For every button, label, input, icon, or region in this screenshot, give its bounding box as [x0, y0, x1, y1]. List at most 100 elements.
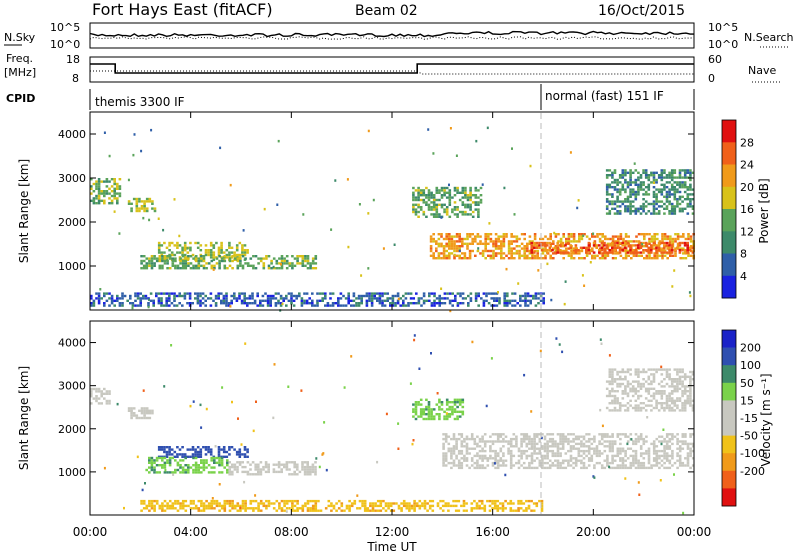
- velocity-cell: [202, 466, 206, 469]
- velocity-cell: [606, 459, 609, 462]
- velocity-cell: [306, 465, 309, 469]
- power-cell: [448, 194, 452, 197]
- velocity-cell: [176, 499, 180, 503]
- power-cell: [618, 212, 622, 215]
- power-cell: [556, 244, 559, 247]
- power-cell: [394, 304, 397, 307]
- scatter-point: [285, 510, 288, 513]
- scatter-point: [539, 349, 542, 353]
- velocity-cell: [438, 398, 441, 401]
- scatter-point: [599, 338, 602, 341]
- velocity-cell: [634, 370, 638, 374]
- power-cell: [671, 240, 675, 243]
- power-cell: [181, 251, 184, 254]
- power-cell: [184, 264, 188, 267]
- velocity-cell: [130, 416, 133, 420]
- power-cell: [676, 181, 679, 184]
- power-cell: [153, 262, 156, 265]
- power-cell: [634, 249, 637, 252]
- power-cell: [614, 252, 617, 255]
- velocity-cell: [619, 459, 622, 462]
- power-cell: [189, 246, 192, 249]
- velocity-cell: [650, 404, 653, 407]
- power-cell: [440, 203, 444, 206]
- power-cell: [598, 240, 602, 243]
- velocity-cell: [681, 406, 684, 410]
- power-cell: [422, 201, 426, 204]
- power-cell: [329, 297, 332, 300]
- power-cell: [428, 299, 431, 302]
- power-cell: [175, 304, 179, 307]
- power-cell: [647, 178, 651, 182]
- velocity-cell: [551, 452, 555, 455]
- power-cell: [668, 246, 671, 249]
- velocity-cell: [676, 466, 679, 470]
- velocity-cell: [481, 449, 484, 453]
- velocity-cell: [569, 459, 573, 462]
- velocity-cell: [613, 390, 617, 393]
- n-sky-tick-bottom: 10^0: [50, 38, 80, 51]
- power-cell: [391, 297, 395, 300]
- power-cell: [618, 176, 622, 179]
- power-cell: [207, 251, 210, 254]
- n-search-trace: [89, 36, 695, 40]
- power-cell: [605, 169, 609, 172]
- power-cell: [474, 189, 478, 192]
- power-cell: [609, 237, 612, 241]
- power-cell: [587, 246, 591, 249]
- velocity-cell: [181, 499, 185, 503]
- velocity-cell: [525, 499, 528, 503]
- power-cell: [471, 240, 474, 243]
- power-cell: [158, 257, 162, 260]
- velocity-cell: [624, 464, 627, 467]
- colorbar-swatch: [722, 365, 736, 384]
- velocity-cell: [456, 415, 459, 418]
- velocity-cell: [608, 375, 612, 378]
- colorbar-swatch: [722, 186, 736, 210]
- power-cell: [648, 233, 651, 236]
- power-cell: [163, 251, 166, 254]
- scatter-point: [436, 392, 439, 395]
- power-cell: [451, 292, 454, 295]
- power-cell: [670, 202, 674, 206]
- velocity-cell: [272, 470, 276, 474]
- velocity-cell: [226, 461, 229, 464]
- power-cell: [598, 244, 601, 247]
- velocity-cell: [629, 454, 633, 458]
- power-cell: [427, 189, 431, 192]
- scatter-point: [162, 228, 165, 232]
- power-cell: [691, 188, 695, 191]
- velocity-cell: [174, 499, 177, 503]
- scatter-point: [430, 352, 432, 355]
- velocity-cell: [153, 466, 156, 469]
- velocity-cell: [676, 399, 679, 402]
- power-cell: [489, 233, 493, 236]
- power-cell: [469, 206, 472, 209]
- velocity-cell: [691, 406, 695, 410]
- power-cell: [683, 198, 687, 201]
- velocity-cell: [220, 471, 224, 474]
- power-cell: [168, 294, 171, 298]
- velocity-cell: [222, 448, 226, 451]
- power-cell: [624, 207, 627, 210]
- power-cell: [243, 292, 246, 295]
- power-cell: [435, 198, 439, 202]
- velocity-cell: [376, 504, 380, 508]
- power-cell: [647, 174, 651, 177]
- power-cell: [526, 299, 530, 302]
- power-cell: [277, 299, 280, 302]
- power-cell: [142, 259, 146, 263]
- velocity-cell: [624, 375, 627, 378]
- power-cell: [490, 304, 493, 307]
- velocity-cell: [684, 464, 687, 467]
- power-cell: [108, 297, 111, 300]
- colorbar-tick-label: 15: [740, 394, 754, 407]
- velocity-cell: [551, 437, 555, 441]
- velocity-cell: [189, 507, 193, 510]
- colorbar-tick-label: -15: [740, 412, 758, 425]
- power-cell: [241, 244, 244, 247]
- power-cell: [430, 213, 433, 216]
- power-cell: [683, 183, 687, 186]
- power-cell: [652, 205, 656, 208]
